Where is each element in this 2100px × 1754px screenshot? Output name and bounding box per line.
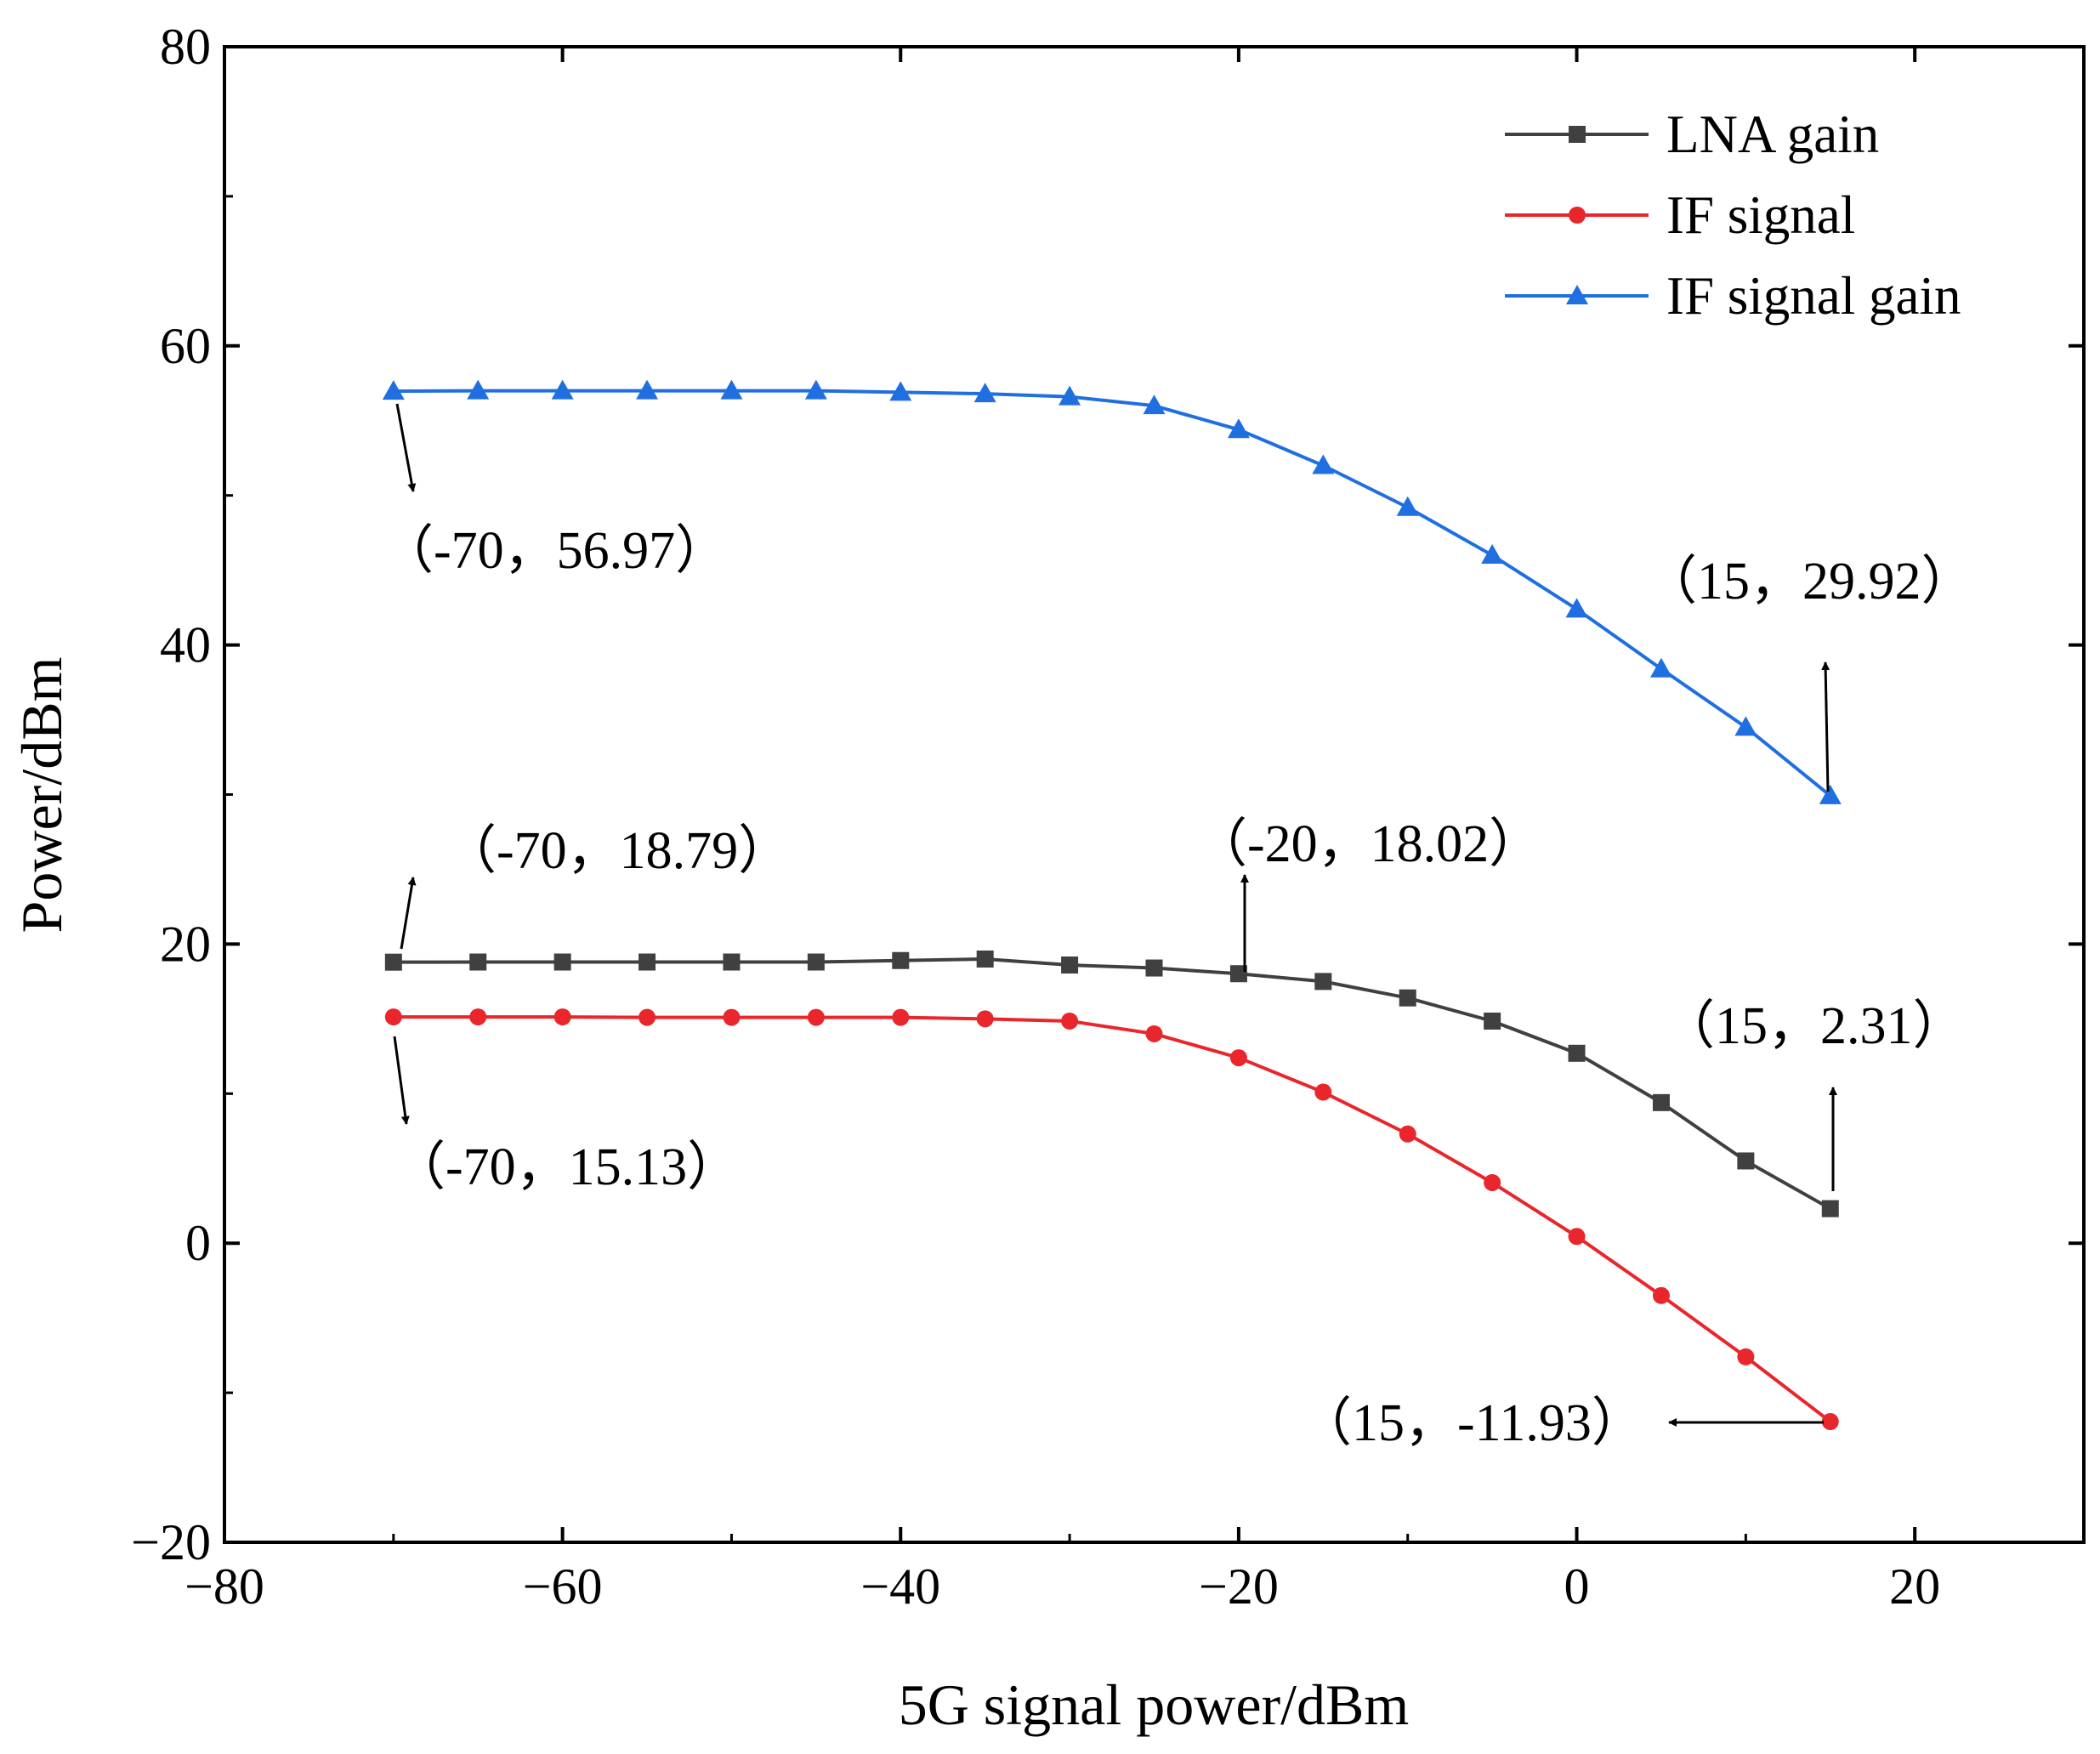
- annotation-arrow: [400, 877, 417, 950]
- y-tick-label: 40: [160, 617, 211, 673]
- data-point: [384, 1008, 402, 1026]
- data-point: [1061, 956, 1079, 974]
- data-point: [1399, 1125, 1416, 1143]
- legend-label: IF signal gain: [1666, 266, 1961, 326]
- data-point: [1737, 1152, 1755, 1170]
- data-point: [723, 953, 741, 971]
- series-if-signal: [384, 1008, 1839, 1431]
- series-if-signal-gain: [382, 379, 1842, 804]
- data-point: [1568, 1228, 1586, 1246]
- data-point: [720, 379, 743, 400]
- annotation-label: （15，-11.93）: [1299, 1394, 1644, 1452]
- data-point: [1399, 989, 1416, 1007]
- y-tick-label: 80: [160, 19, 211, 75]
- data-point: [639, 1008, 656, 1026]
- annotation-label: （-70，56.97）: [381, 522, 728, 580]
- data-point: [1061, 1012, 1079, 1030]
- data-point: [1229, 1049, 1247, 1067]
- data-point: [1143, 395, 1166, 415]
- legend-marker: [1569, 126, 1586, 143]
- x-tick-label: −60: [523, 1558, 603, 1615]
- annotation-arrow: [1821, 661, 1830, 792]
- data-point: [1312, 454, 1335, 474]
- data-point: [384, 953, 402, 971]
- data-point: [1652, 1286, 1670, 1304]
- data-point: [1227, 418, 1250, 439]
- data-point: [639, 953, 656, 971]
- data-point: [636, 379, 659, 400]
- data-point: [1481, 544, 1504, 565]
- data-point: [551, 379, 574, 400]
- legend-item: IF signal: [1505, 185, 1855, 245]
- series-line: [393, 389, 1832, 798]
- data-point: [892, 951, 910, 969]
- series-line: [393, 1015, 1831, 1423]
- x-axis-label: 5G signal power/dBm: [899, 1672, 1410, 1737]
- data-point: [889, 381, 912, 401]
- y-tick-label: 60: [160, 318, 211, 374]
- data-point: [1649, 657, 1672, 678]
- data-point: [1145, 959, 1163, 977]
- x-tick-label: 20: [1889, 1558, 1940, 1615]
- data-point: [553, 1008, 571, 1026]
- data-point: [892, 1008, 910, 1026]
- series-line: [393, 956, 1831, 1211]
- data-point: [1821, 1200, 1839, 1218]
- data-point: [1484, 1012, 1501, 1030]
- data-point: [1568, 1044, 1586, 1062]
- data-point: [553, 953, 571, 971]
- data-point: [467, 379, 490, 400]
- y-tick-label: 20: [160, 916, 211, 972]
- data-point: [723, 1008, 741, 1026]
- data-point: [1314, 973, 1332, 991]
- x-tick-label: −80: [184, 1558, 264, 1615]
- data-point: [1059, 385, 1081, 406]
- legend-item: LNA gain: [1505, 105, 1879, 164]
- x-tick-label: −40: [860, 1558, 940, 1615]
- data-point: [1145, 1025, 1163, 1042]
- data-point: [807, 953, 825, 971]
- data-point: [1734, 716, 1757, 736]
- x-tick-label: −20: [1199, 1558, 1279, 1615]
- annotation-label: （-70，15.13）: [393, 1138, 740, 1196]
- data-point: [469, 1008, 487, 1026]
- annotation-label: （15，29.92）: [1644, 553, 1974, 610]
- data-point: [1484, 1173, 1501, 1191]
- annotation-arrow: [395, 403, 417, 492]
- legend-marker: [1569, 207, 1586, 224]
- data-point: [1396, 496, 1419, 516]
- y-tick-label: 0: [185, 1215, 211, 1271]
- annotation-arrow: [393, 1036, 410, 1125]
- data-point: [1819, 784, 1842, 804]
- legend-label: IF signal: [1666, 185, 1855, 245]
- data-point: [1565, 598, 1588, 618]
- data-point: [1737, 1348, 1755, 1365]
- data-point: [1314, 1083, 1332, 1101]
- data-point: [469, 953, 487, 971]
- data-point: [804, 379, 827, 400]
- legend: LNA gain IF signal IF signal gain: [1505, 105, 1961, 326]
- data-point: [1821, 1413, 1839, 1431]
- data-point: [1652, 1093, 1670, 1111]
- data-point: [382, 380, 405, 400]
- legend-marker: [1566, 285, 1588, 304]
- annotation-label: （-20，18.02）: [1195, 815, 1541, 873]
- x-tick-label: 0: [1564, 1558, 1590, 1615]
- legend-label: LNA gain: [1666, 105, 1879, 164]
- legend-item: IF signal gain: [1505, 266, 1961, 326]
- y-axis-label: Power/dBm: [9, 657, 74, 934]
- annotation-label: （-70，18.79）: [444, 822, 791, 880]
- data-point: [973, 383, 996, 403]
- y-tick-label: −20: [131, 1514, 211, 1570]
- data-point: [1229, 965, 1247, 983]
- annotation-label: （15，2.31）: [1662, 997, 1966, 1055]
- data-point: [807, 1008, 825, 1026]
- data-point: [976, 950, 994, 968]
- series-lna-gain: [384, 950, 1839, 1218]
- data-point: [976, 1010, 994, 1028]
